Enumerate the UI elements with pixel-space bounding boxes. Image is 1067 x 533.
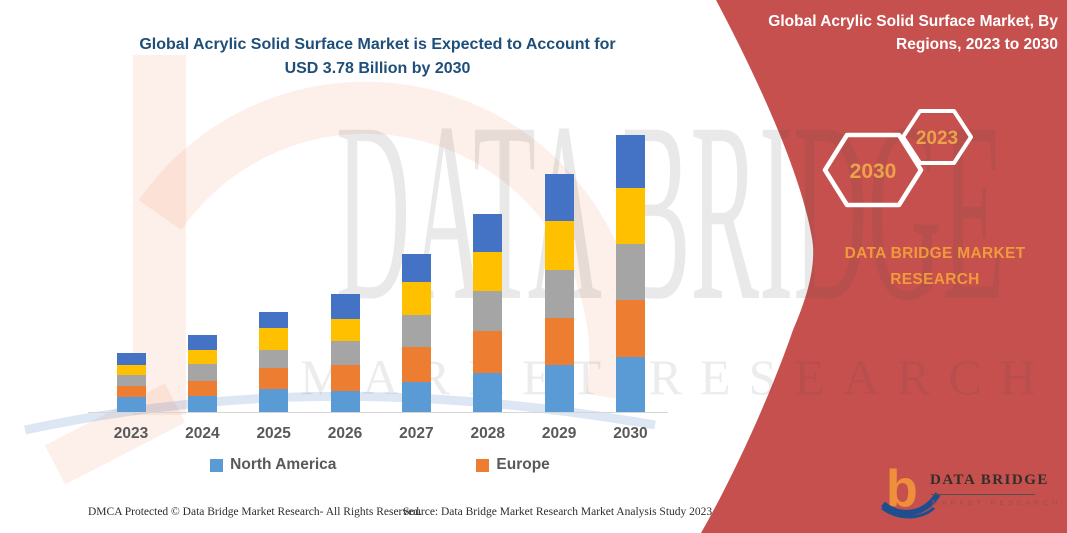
bar-segment-2024-Europe [187,381,217,396]
bar-segment-2029-unlabeled-yellow [544,221,574,270]
bar-segment-2026-unlabeled-gray [330,340,360,366]
x-axis-label-2030: 2030 [613,425,648,442]
x-axis-label-2029: 2029 [541,425,577,442]
bar-segment-2028-unlabeled-darkblue [473,214,503,253]
logo-divider [931,494,1035,495]
bar-segment-2026-unlabeled-darkblue [330,293,360,319]
bar-segment-2026-North America [330,390,360,412]
chart-title-line2: USD 3.78 Billion by 2030 [284,60,471,77]
databridge-logo: b DATA BRIDGE MARKET RESEARCH [880,460,1057,522]
bar-segment-2027-Europe [401,346,431,382]
x-axis-label-2027: 2027 [399,425,434,442]
legend-swatch [476,458,490,472]
hexagon-2023 [901,109,973,165]
bar-segment-2026-Europe [330,365,360,391]
logo-sub-text: MARKET RESEARCH [932,498,1061,507]
dmca-notice: DMCA Protected © Data Bridge Market Rese… [88,506,422,518]
bar-segment-2023-unlabeled-yellow [116,365,146,376]
bar-segment-2025-Europe [259,368,289,390]
x-axis-label-2028: 2028 [470,425,505,442]
bar-segment-2024-unlabeled-darkblue [187,335,217,350]
bar-segment-2030-unlabeled-gray [615,244,645,300]
bar-segment-2028-unlabeled-gray [473,291,503,332]
bar-segment-2027-unlabeled-darkblue [401,253,431,282]
legend-label: North America [230,456,337,473]
bar-segment-2027-North America [401,381,431,412]
legend-item-europe: Europe [476,456,550,474]
bar-segment-2030-Europe [615,299,645,358]
panel-brand-line1: DATA BRIDGE MARKET [844,245,1026,262]
bar-segment-2030-unlabeled-darkblue [615,134,645,189]
bar-segment-2025-unlabeled-yellow [259,328,289,350]
source-note: Source: Data Bridge Market Research Mark… [403,506,713,518]
bar-segment-2029-unlabeled-darkblue [544,173,574,222]
bar-segment-2028-North America [473,373,503,412]
bar-segment-2023-unlabeled-darkblue [116,353,146,366]
chart-legend: North America Europe [90,456,670,474]
bar-segment-2028-unlabeled-yellow [473,252,503,292]
bar-segment-2030-North America [615,357,645,412]
bar-segment-2024-unlabeled-yellow [187,349,217,365]
x-axis-label-2025: 2025 [256,425,291,442]
bar-segment-2025-unlabeled-darkblue [259,311,289,329]
x-axis-line [88,412,668,413]
bar-segment-2029-Europe [544,318,574,366]
red-panel-shape [701,0,1067,533]
logo-name-text: DATA BRIDGE [930,472,1049,488]
bar-segment-2029-unlabeled-gray [544,269,574,319]
logo-b-icon: b [881,460,941,519]
panel-title-line1: Global Acrylic Solid Surface Market, By [768,13,1058,30]
legend-swatch [210,458,224,472]
panel-title: Global Acrylic Solid Surface Market, By … [740,10,1058,56]
bar-segment-2028-Europe [473,331,503,374]
hexagon-2030 [822,132,924,208]
x-axis-label-2024: 2024 [185,425,220,442]
bar-segment-2030-unlabeled-yellow [615,188,645,245]
bar-segment-2025-North America [259,389,289,412]
panel-title-line2: Regions, 2023 to 2030 [896,36,1058,53]
bar-segment-2026-unlabeled-yellow [330,318,360,341]
bar-segment-2027-unlabeled-yellow [401,281,431,315]
bar-segment-2029-North America [544,365,574,412]
bar-segment-2027-unlabeled-gray [401,314,431,347]
bar-segment-2024-unlabeled-gray [187,364,217,382]
x-axis-label-2026: 2026 [327,425,363,442]
chart-title-line1: Global Acrylic Solid Surface Market is E… [139,36,616,53]
chart-title: Global Acrylic Solid Surface Market is E… [90,33,665,81]
legend-label: Europe [496,456,550,473]
bar-segment-2025-unlabeled-gray [259,349,289,368]
bar-segment-2023-Europe [116,385,146,398]
bar-segment-2024-North America [187,395,217,412]
hexagon-2030-label: 2030 [850,160,897,183]
legend-item-north-america: North America [210,456,336,474]
panel-brand-line2: RESEARCH [890,271,980,288]
hexagon-2023-label: 2023 [916,128,958,149]
bar-segment-2023-unlabeled-gray [116,375,146,386]
panel-brand-text: DATA BRIDGE MARKET RESEARCH [815,241,1055,293]
